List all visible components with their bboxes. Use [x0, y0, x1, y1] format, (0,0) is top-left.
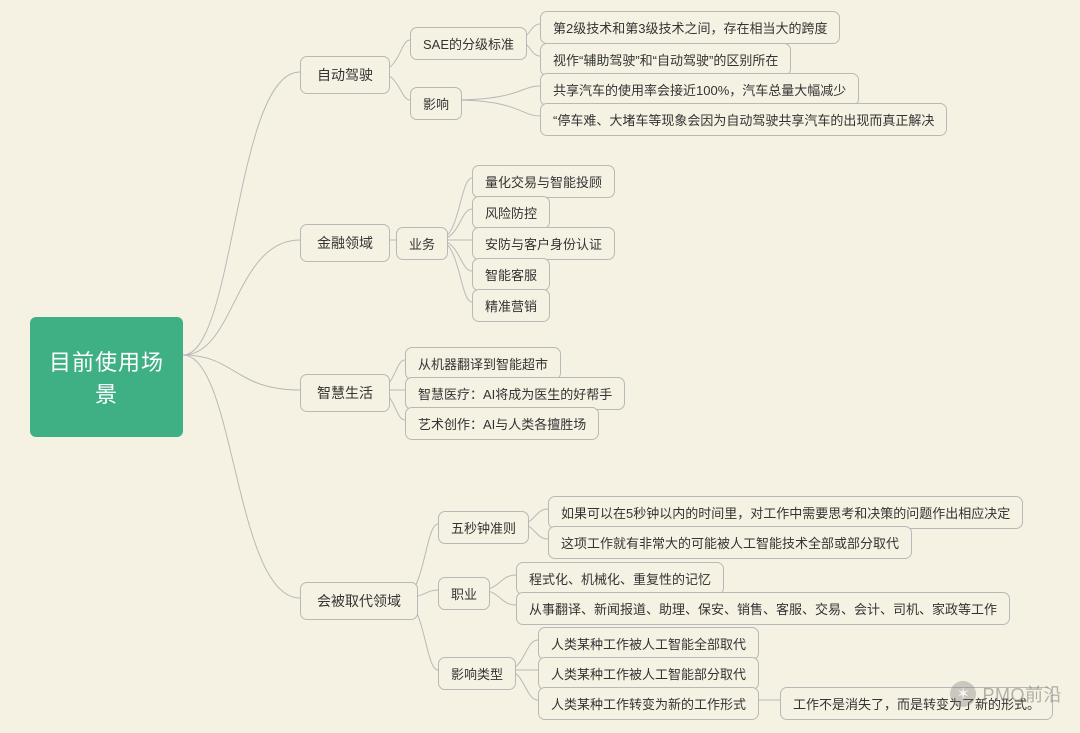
- leaf-prof-2[interactable]: 从事翻译、新闻报道、助理、保安、销售、客服、交易、会计、司机、家政等工作: [516, 592, 1010, 625]
- leaf-5sec-2[interactable]: 这项工作就有非常大的可能被人工智能技术全部或部分取代: [548, 526, 912, 559]
- leaf-sae-2[interactable]: 视作“辅助驾驶”和“自动驾驶”的区别所在: [540, 43, 791, 76]
- wechat-icon: ✶: [950, 681, 976, 707]
- watermark: ✶ PMO前沿: [950, 681, 1062, 707]
- leaf-5sec-1[interactable]: 如果可以在5秒钟以内的时间里，对工作中需要思考和决策的问题作出相应决定: [548, 496, 1023, 529]
- node-sae[interactable]: SAE的分级标准: [410, 27, 527, 60]
- branch-finance[interactable]: 金融领域: [300, 224, 390, 262]
- branch-replaced[interactable]: 会被取代领域: [300, 582, 418, 620]
- leaf-impacttype-3[interactable]: 人类某种工作转变为新的工作形式: [538, 687, 759, 720]
- node-impact-type[interactable]: 影响类型: [438, 657, 516, 690]
- leaf-impacttype-2[interactable]: 人类某种工作被人工智能部分取代: [538, 657, 759, 690]
- leaf-drive-impact-2[interactable]: “停车难、大堵车等现象会因为自动驾驶共享汽车的出现而真正解决: [540, 103, 947, 136]
- leaf-sae-1[interactable]: 第2级技术和第3级技术之间，存在相当大的跨度: [540, 11, 840, 44]
- node-profession[interactable]: 职业: [438, 577, 490, 610]
- leaf-life-1[interactable]: 从机器翻译到智能超市: [405, 347, 561, 380]
- branch-smartlife[interactable]: 智慧生活: [300, 374, 390, 412]
- leaf-fin-3[interactable]: 安防与客户身份认证: [472, 227, 615, 260]
- leaf-fin-1[interactable]: 量化交易与智能投顾: [472, 165, 615, 198]
- node-impact-drive[interactable]: 影响: [410, 87, 462, 120]
- leaf-prof-1[interactable]: 程式化、机械化、重复性的记忆: [516, 562, 724, 595]
- branch-autodrive[interactable]: 自动驾驶: [300, 56, 390, 94]
- watermark-text: PMO前沿: [982, 681, 1062, 707]
- leaf-life-3[interactable]: 艺术创作：AI与人类各擅胜场: [405, 407, 599, 440]
- leaf-fin-4[interactable]: 智能客服: [472, 258, 550, 291]
- node-business[interactable]: 业务: [396, 227, 448, 260]
- leaf-drive-impact-1[interactable]: 共享汽车的使用率会接近100%，汽车总量大幅减少: [540, 73, 859, 106]
- leaf-impacttype-1[interactable]: 人类某种工作被人工智能全部取代: [538, 627, 759, 660]
- node-5sec[interactable]: 五秒钟准则: [438, 511, 529, 544]
- root-node[interactable]: 目前使用场景: [30, 317, 183, 437]
- leaf-fin-5[interactable]: 精准营销: [472, 289, 550, 322]
- leaf-fin-2[interactable]: 风险防控: [472, 196, 550, 229]
- leaf-life-2[interactable]: 智慧医疗：AI将成为医生的好帮手: [405, 377, 625, 410]
